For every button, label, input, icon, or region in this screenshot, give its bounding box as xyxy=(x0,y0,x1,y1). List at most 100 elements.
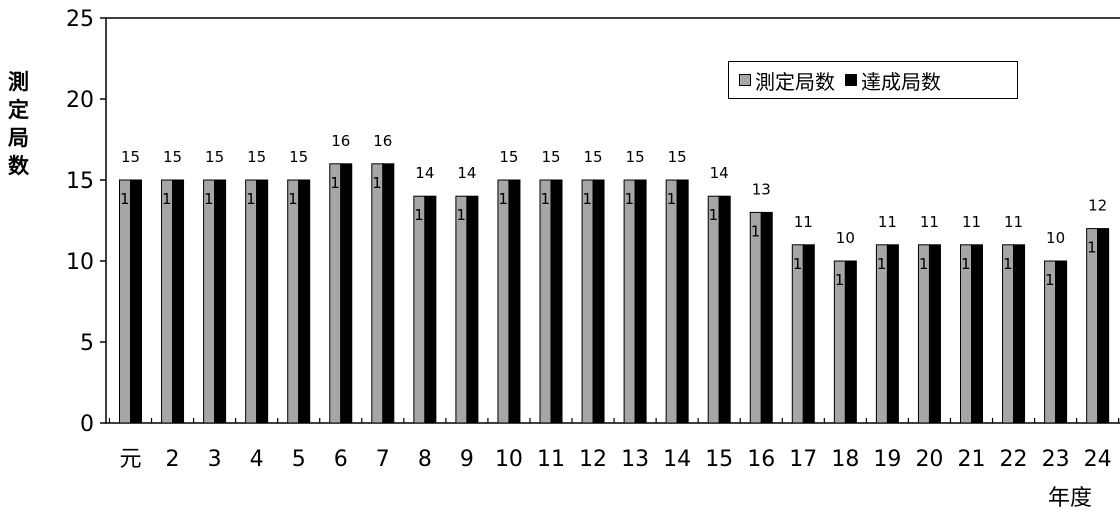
y-tick-label: 20 xyxy=(66,88,94,113)
bar-measured xyxy=(329,163,342,424)
bar-achieved xyxy=(298,179,311,424)
bar-achieved xyxy=(214,179,227,424)
data-label-measured: 16 xyxy=(331,132,350,150)
y-tick-label: 10 xyxy=(66,250,94,275)
x-tick-label: 23 xyxy=(1042,447,1070,472)
bar-achieved xyxy=(971,244,983,424)
data-label-measured: 15 xyxy=(121,148,140,166)
x-tick-label: 6 xyxy=(334,447,348,472)
bar-measured xyxy=(665,179,678,424)
x-tick-label: 15 xyxy=(705,447,733,472)
bar-achieved xyxy=(466,195,479,424)
bar-measured xyxy=(749,211,762,424)
x-tick-label: 24 xyxy=(1084,447,1112,472)
bar-achieved xyxy=(928,244,941,424)
bar-measured xyxy=(623,179,636,424)
bar-achieved xyxy=(340,163,353,424)
x-tick-label: 20 xyxy=(915,447,943,472)
x-tick-label: 21 xyxy=(958,447,986,472)
bar-achieved xyxy=(1013,244,1026,424)
x-tick-label: 3 xyxy=(208,447,222,472)
bar-measured xyxy=(707,195,720,424)
y-tick-label: 5 xyxy=(80,331,94,356)
data-label-measured: 15 xyxy=(247,148,266,166)
x-tick-label: 19 xyxy=(873,447,901,472)
data-label-measured: 14 xyxy=(457,164,476,182)
x-tick-label: 10 xyxy=(495,447,523,472)
data-label-measured: 11 xyxy=(920,213,939,231)
bar-achieved xyxy=(172,179,185,424)
y-tick-label: 15 xyxy=(66,169,94,194)
legend-swatch-achieved xyxy=(845,74,857,86)
bar-achieved xyxy=(844,260,857,424)
x-tick-label: 元 xyxy=(119,447,141,472)
bar-achieved xyxy=(592,179,605,424)
bar-measured xyxy=(455,195,468,424)
data-label-measured: 15 xyxy=(289,148,308,166)
y-axis-label-char-1: 測 xyxy=(8,70,29,94)
bar-measured xyxy=(371,163,384,424)
bar-achieved xyxy=(508,179,521,424)
data-label-measured: 15 xyxy=(626,148,645,166)
legend: 測定局数 達成局数 xyxy=(728,61,1018,99)
data-label-measured: 11 xyxy=(1004,213,1023,231)
data-label-measured: 10 xyxy=(836,229,855,247)
x-tick-label: 12 xyxy=(579,447,607,472)
bar-measured xyxy=(581,179,594,424)
bar-achieved xyxy=(382,163,395,424)
legend-swatch-measured xyxy=(739,74,751,86)
bar-measured xyxy=(203,179,216,424)
y-axis-label-char-2: 定 xyxy=(8,98,29,122)
x-tick-label: 11 xyxy=(537,447,565,472)
y-axis-label-char-3: 局 xyxy=(8,126,29,150)
bar-achieved xyxy=(256,179,269,424)
x-tick-label: 16 xyxy=(747,447,775,472)
x-tick-label: 7 xyxy=(376,447,390,472)
bar-measured xyxy=(539,179,552,424)
bar-achieved xyxy=(718,195,731,424)
data-label-measured: 11 xyxy=(962,213,981,231)
legend-label-measured: 測定局数 xyxy=(755,69,835,94)
data-label-measured: 15 xyxy=(541,148,560,166)
bar-achieved xyxy=(760,211,773,424)
bar-measured xyxy=(1086,228,1099,424)
x-axis-label: 年度 xyxy=(1048,486,1093,511)
x-tick-label: 8 xyxy=(418,447,432,472)
bar-achieved xyxy=(1055,260,1068,424)
data-label-measured: 15 xyxy=(584,148,603,166)
data-label-measured: 13 xyxy=(752,180,771,198)
data-label-measured: 15 xyxy=(668,148,687,166)
data-label-measured: 16 xyxy=(373,132,392,150)
x-tick-label: 13 xyxy=(621,447,649,472)
bar-achieved xyxy=(130,179,142,424)
y-axis-label-char-4: 数 xyxy=(8,154,29,178)
x-tick-label: 17 xyxy=(789,447,817,472)
bar-measured xyxy=(497,179,510,424)
bar-achieved xyxy=(550,179,563,424)
legend-item-achieved: 達成局数 xyxy=(845,66,941,95)
legend-label-achieved: 達成局数 xyxy=(861,69,941,94)
bar-achieved xyxy=(424,195,437,424)
data-label-measured: 12 xyxy=(1088,197,1107,215)
x-tick-label: 9 xyxy=(460,447,474,472)
y-tick-label: 25 xyxy=(66,7,94,32)
legend-item-measured: 測定局数 xyxy=(739,66,835,95)
x-tick-label: 18 xyxy=(831,447,859,472)
bar-measured xyxy=(287,179,300,424)
x-tick-label: 14 xyxy=(663,447,691,472)
x-tick-label: 2 xyxy=(166,447,180,472)
data-label-measured: 15 xyxy=(205,148,224,166)
bar-measured xyxy=(413,195,426,424)
data-label-measured: 11 xyxy=(794,213,813,231)
bar-achieved xyxy=(1097,228,1110,424)
bar-measured xyxy=(245,179,258,424)
x-tick-label: 22 xyxy=(1000,447,1028,472)
bar-measured xyxy=(119,179,131,424)
data-label-measured: 15 xyxy=(163,148,182,166)
data-label-measured: 11 xyxy=(878,213,897,231)
data-label-measured: 14 xyxy=(710,164,729,182)
bar-achieved xyxy=(886,244,899,424)
x-tick-label: 5 xyxy=(292,447,306,472)
bar-achieved xyxy=(634,179,647,424)
